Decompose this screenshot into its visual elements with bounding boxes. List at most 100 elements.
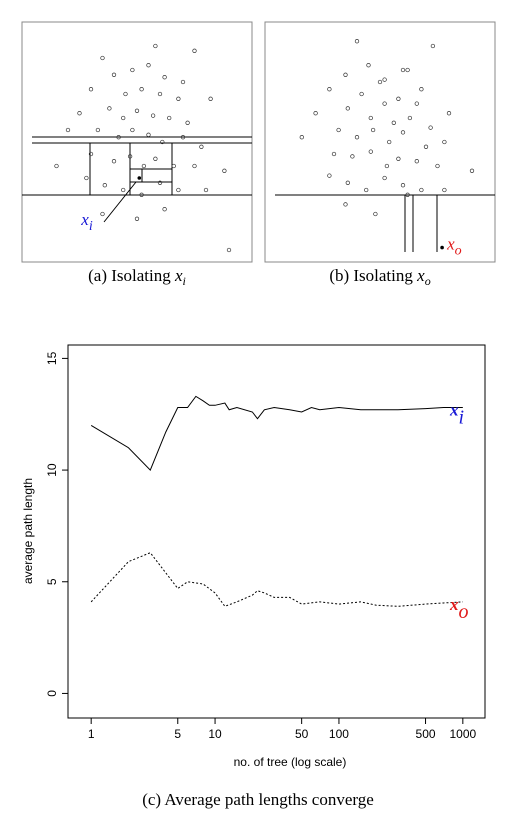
point (139, 192, 144, 197)
target-point (137, 176, 142, 180)
point (430, 43, 436, 49)
point (354, 135, 360, 140)
point (419, 187, 424, 193)
point (88, 151, 94, 157)
point (396, 156, 401, 161)
point (134, 216, 140, 221)
series-label: xi (449, 401, 464, 429)
point (396, 96, 401, 101)
point (65, 127, 71, 133)
point (150, 113, 156, 118)
point (176, 187, 181, 193)
point (377, 79, 383, 85)
point (88, 87, 94, 92)
pointer (103, 181, 137, 223)
point (368, 149, 373, 154)
point (400, 67, 406, 73)
point (208, 96, 213, 101)
x-tick-label: 10 (208, 727, 222, 741)
x-tick-label: 1 (88, 727, 95, 741)
point (102, 183, 107, 188)
point (100, 211, 105, 217)
point (359, 91, 364, 97)
point (222, 168, 227, 173)
point (382, 175, 387, 181)
point (121, 115, 126, 121)
point (130, 67, 135, 73)
point (299, 135, 304, 140)
point (446, 111, 452, 116)
x-tick-label: 100 (329, 727, 349, 741)
panel-b: xo (264, 21, 496, 263)
y-tick-label: 15 (45, 351, 59, 365)
point (368, 115, 373, 121)
point (343, 72, 348, 77)
point (336, 127, 341, 133)
panel-frame (21, 21, 253, 263)
point (405, 67, 410, 73)
point (370, 127, 376, 133)
point (327, 87, 332, 92)
point (127, 154, 133, 159)
point (54, 163, 59, 169)
point (84, 175, 89, 181)
point (111, 72, 117, 77)
point (327, 173, 332, 178)
point (391, 120, 396, 125)
x-tick-label: 500 (416, 727, 436, 741)
point (423, 144, 429, 149)
point (153, 156, 158, 161)
caption-c: (c) Average path lengths converge (142, 790, 374, 809)
point (364, 187, 369, 193)
point (162, 207, 167, 212)
panel-a: xi (21, 21, 253, 263)
y-tick-label: 10 (45, 463, 59, 477)
point (407, 115, 413, 121)
point (100, 55, 105, 61)
point (345, 106, 350, 111)
point (354, 39, 360, 44)
y-tick-label: 0 (45, 690, 59, 697)
point (123, 91, 128, 97)
point (387, 139, 392, 145)
point (160, 139, 165, 145)
point (192, 48, 197, 53)
point (77, 111, 82, 116)
point (199, 144, 204, 149)
point (384, 163, 390, 169)
series-label: xo (449, 595, 469, 623)
series-line (90, 395, 463, 471)
x-tick-label: 50 (295, 727, 309, 741)
point (139, 87, 144, 92)
point (153, 43, 158, 49)
point (442, 187, 447, 193)
point (157, 91, 163, 97)
point (171, 163, 176, 169)
point (141, 163, 147, 169)
point (313, 111, 318, 116)
point (134, 108, 140, 113)
y-tick-label: 5 (45, 578, 59, 585)
point-label: xi (80, 210, 93, 234)
point (111, 159, 117, 164)
point (373, 211, 378, 217)
x-axis-label: no. of tree (log scale) (234, 755, 347, 769)
plot-frame (67, 344, 486, 719)
x-tick-label: 5 (174, 727, 181, 741)
point (405, 192, 410, 197)
point (116, 135, 121, 140)
point (345, 180, 350, 185)
y-axis-label: average path length (21, 478, 35, 584)
point (121, 187, 126, 193)
point (400, 130, 406, 135)
point (435, 163, 440, 169)
point (442, 139, 447, 145)
point (350, 154, 355, 159)
point (414, 159, 419, 164)
point (203, 187, 209, 193)
point (180, 135, 186, 140)
point (180, 79, 186, 85)
panel-frame (264, 21, 496, 263)
point (146, 132, 151, 137)
point (185, 120, 190, 125)
